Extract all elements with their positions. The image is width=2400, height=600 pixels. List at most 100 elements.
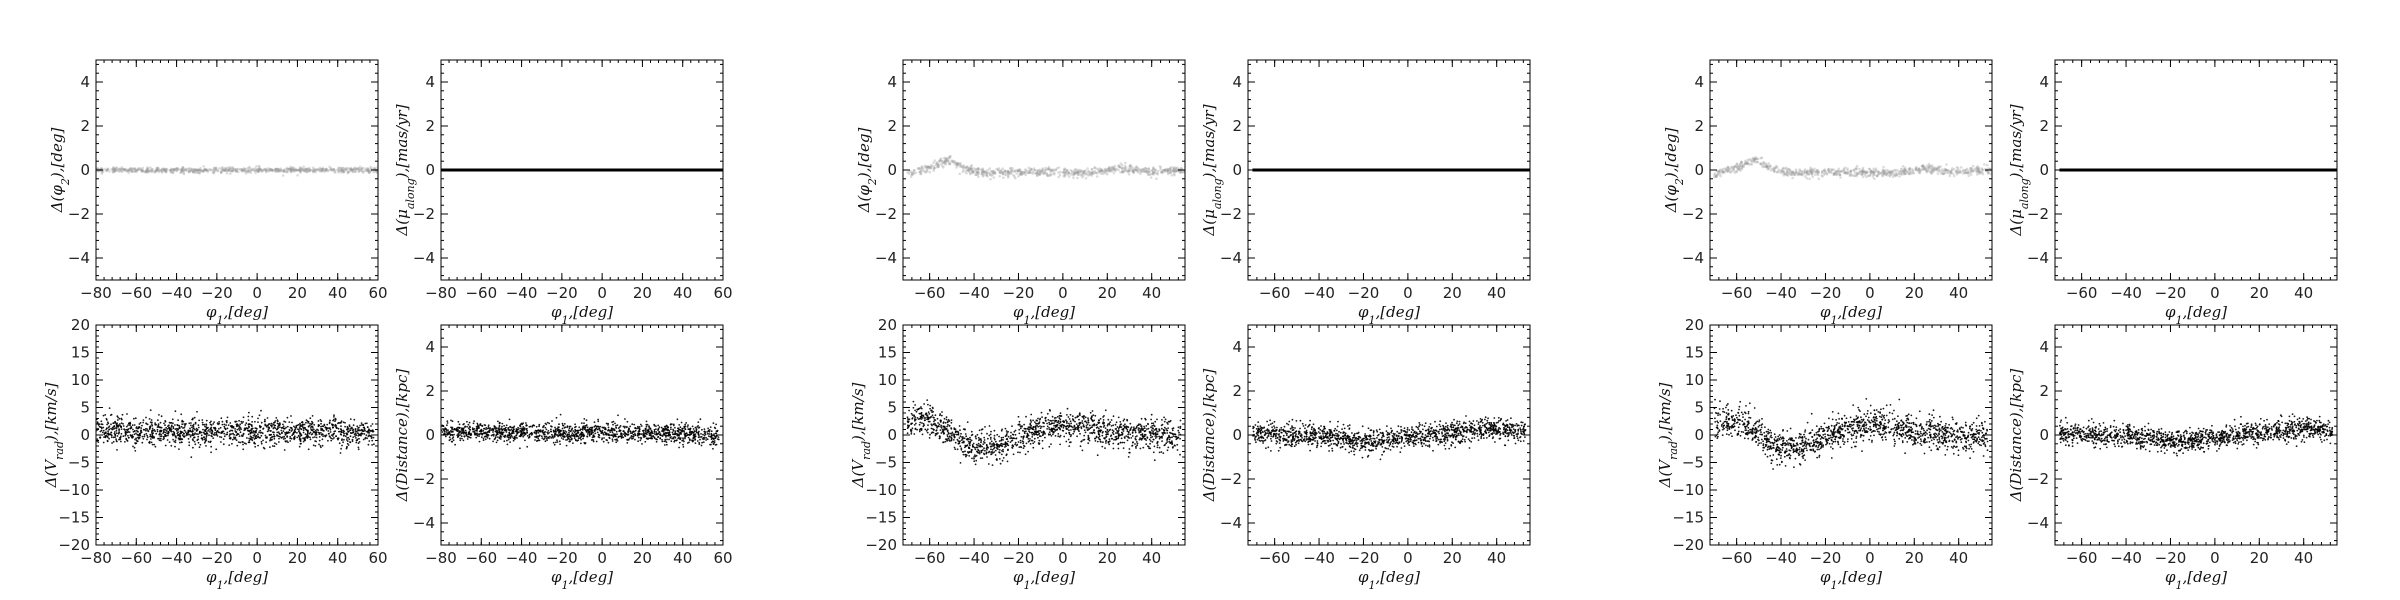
scatter-point: [233, 436, 235, 439]
scatter-point: [321, 167, 325, 171]
scatter-point: [133, 167, 136, 170]
scatter-point: [313, 168, 317, 171]
scatter-point: [971, 171, 975, 175]
scatter-point: [363, 169, 367, 172]
scatter-point: [303, 437, 306, 439]
scatter-point: [1004, 173, 1008, 177]
scatter-point: [141, 166, 144, 170]
scatter-point: [965, 165, 968, 169]
scatter-point: [692, 436, 695, 439]
scatter-point: [124, 169, 128, 172]
scatter-point: [1007, 171, 1010, 174]
scatter-point: [193, 171, 197, 175]
scatter-point: [1132, 169, 1136, 172]
scatter-point: [178, 448, 180, 450]
scatter-point: [239, 431, 242, 434]
scatter-point: [684, 437, 686, 440]
scatter-point: [567, 437, 570, 440]
scatter-point: [297, 168, 300, 172]
scatter-point: [346, 169, 349, 172]
scatter-point: [351, 168, 355, 171]
scatter-point: [1131, 169, 1135, 172]
scatter-point: [1142, 170, 1146, 173]
scatter-point: [108, 407, 111, 409]
scatter-point: [349, 168, 353, 171]
scatter-point: [1001, 170, 1005, 174]
scatter-point: [628, 427, 630, 430]
scatter-point: [283, 170, 287, 173]
scatter-point: [1077, 170, 1080, 173]
scatter-point: [1065, 168, 1069, 172]
y-tick-label: −2: [413, 205, 435, 223]
scatter-point: [603, 437, 605, 439]
scatter-point: [336, 437, 339, 440]
x-tick-label: −40: [506, 549, 538, 567]
scatter-point: [296, 431, 298, 434]
scatter-point: [466, 438, 469, 440]
scatter-point: [650, 436, 653, 438]
scatter-point: [330, 169, 334, 172]
scatter-point: [269, 168, 273, 172]
scatter-point: [715, 423, 717, 426]
scatter-point: [113, 431, 116, 433]
scatter-point: [154, 169, 158, 173]
scatter-point: [1028, 169, 1031, 172]
scatter-point: [1138, 170, 1142, 174]
scatter-point: [317, 429, 319, 432]
scatter-point: [668, 431, 671, 434]
scatter-point: [1111, 168, 1114, 171]
scatter-point: [498, 421, 501, 424]
scatter-point: [488, 427, 490, 429]
scatter-point: [1042, 172, 1046, 176]
scatter-point: [693, 434, 696, 436]
scatter-point: [288, 167, 292, 171]
scatter-point: [631, 432, 633, 435]
scatter-point: [323, 170, 326, 174]
scatter-point: [355, 437, 357, 439]
scatter-point: [231, 425, 234, 428]
x-tick-label: −60: [120, 549, 152, 567]
scatter-point: [290, 169, 293, 172]
scatter-point: [1151, 170, 1155, 174]
scatter-point: [955, 166, 958, 169]
scatter-point: [944, 159, 947, 163]
scatter-point: [239, 423, 242, 426]
scatter-point: [246, 169, 250, 173]
scatter-point: [329, 168, 333, 172]
scatter-point: [612, 433, 615, 435]
scatter-point: [158, 433, 161, 436]
scatter-point: [203, 168, 206, 171]
scatter-point: [1006, 169, 1010, 173]
scatter-point: [667, 426, 670, 429]
scatter-point: [192, 168, 196, 171]
scatter-point: [151, 433, 154, 436]
scatter-point: [1122, 170, 1125, 173]
scatter-point: [277, 170, 280, 173]
scatter-point: [113, 432, 116, 435]
scatter-point: [1107, 167, 1111, 170]
scatter-point: [1002, 176, 1005, 179]
scatter-point: [300, 428, 303, 431]
scatter-point: [349, 166, 353, 170]
scatter-point: [1063, 167, 1067, 170]
scatter-point: [234, 430, 237, 432]
scatter-point: [233, 437, 236, 440]
scatter-point: [1086, 167, 1089, 170]
scatter-point: [317, 168, 320, 172]
scatter-point: [320, 432, 322, 434]
scatter-point: [492, 440, 494, 443]
scatter-point: [569, 440, 571, 443]
scatter-point: [261, 169, 264, 172]
scatter-point: [298, 168, 302, 171]
scatter-point: [346, 445, 348, 448]
scatter-point: [188, 441, 191, 444]
scatter-point: [150, 435, 152, 438]
scatter-point: [1123, 166, 1127, 170]
scatter-point: [350, 427, 352, 430]
scatter-point: [331, 168, 335, 172]
scatter-point: [155, 168, 159, 171]
scatter-point: [339, 169, 343, 172]
scatter-point: [1030, 168, 1033, 171]
y-tick-label: 2: [425, 117, 435, 135]
scatter-point: [1044, 169, 1047, 172]
